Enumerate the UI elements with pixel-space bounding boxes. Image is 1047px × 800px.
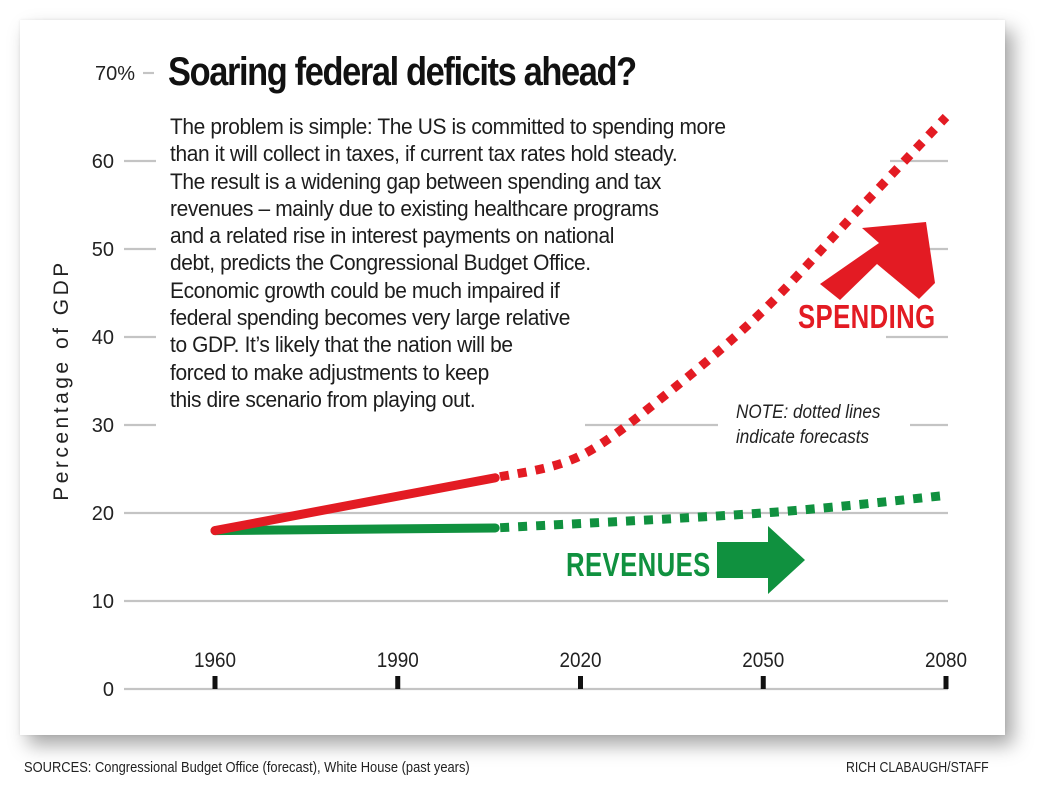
sources-footer: SOURCES: Congressional Budget Office (fo… [24, 759, 470, 776]
y-tick-label: 70% [95, 63, 135, 85]
x-tick-label: 1990 [377, 649, 419, 672]
y-tick-label: 20 [92, 503, 114, 525]
arrows [717, 222, 935, 594]
revenues-forecast-line [494, 490, 947, 533]
x-tick-mark [212, 676, 218, 689]
x-axis: 1960 1990 2020 2050 2080 [194, 649, 967, 689]
description-line: this dire scenario from playing out. [170, 386, 476, 412]
revenues-label: REVENUES [566, 546, 711, 583]
revenues-actual-line [210, 523, 500, 536]
description-line: The result is a widening gap between spe… [170, 168, 661, 194]
y-axis-ticks: 0 10 20 30 40 50 60 70% [92, 63, 135, 701]
chart-panel [20, 20, 1005, 735]
note-line-1: NOTE: dotted lines [736, 402, 881, 423]
description-line: and a related rise in interest payments … [170, 223, 614, 249]
x-tick-label: 2050 [742, 649, 784, 672]
description-line: federal spending becomes very large rela… [170, 305, 571, 331]
description-line: revenues – mainly due to existing health… [170, 195, 659, 221]
y-tick-label: 30 [92, 415, 114, 437]
y-tick-label: 40 [92, 327, 114, 349]
spending-label: SPENDING [798, 298, 936, 335]
description-line: forced to make adjustments to keep [170, 359, 489, 385]
x-tick-label: 1960 [194, 649, 236, 672]
description-line: Economic growth could be much impaired i… [170, 277, 560, 303]
y-tick-label: 50 [92, 239, 114, 261]
x-tick-mark [395, 676, 401, 689]
description-text: The problem is simple: The US is committ… [170, 113, 768, 413]
x-tick-mark [760, 676, 766, 689]
credit-footer: RICH CLABAUGH/STAFF [846, 759, 989, 776]
y-axis-label: Percentage of GDP [50, 259, 73, 501]
x-tick-mark [578, 676, 583, 689]
y-tick-label: 10 [92, 591, 114, 613]
spending-arrow-icon [820, 222, 935, 300]
forecast-note: NOTE: dotted lines indicate forecasts [736, 400, 880, 450]
x-tick-label: 2020 [559, 649, 601, 672]
chart-title: Soaring federal deficits ahead? [168, 50, 637, 94]
description-line: The problem is simple: The US is committ… [170, 114, 726, 139]
description-line: debt, predicts the Congressional Budget … [170, 250, 591, 276]
series-lines [210, 113, 950, 536]
spending-forecast-line [494, 113, 950, 483]
note-line-2: indicate forecasts [736, 427, 870, 448]
x-tick-label: 2080 [925, 649, 967, 672]
revenues-arrow-icon [717, 526, 805, 594]
y-tick-label: 0 [103, 679, 114, 701]
spending-actual-line [210, 473, 500, 536]
description-line: than it will collect in taxes, if curren… [170, 141, 678, 167]
y-tick-label: 60 [92, 151, 114, 173]
x-tick-mark [943, 676, 949, 689]
description-line: to GDP. It’s likely that the nation will… [170, 332, 513, 358]
